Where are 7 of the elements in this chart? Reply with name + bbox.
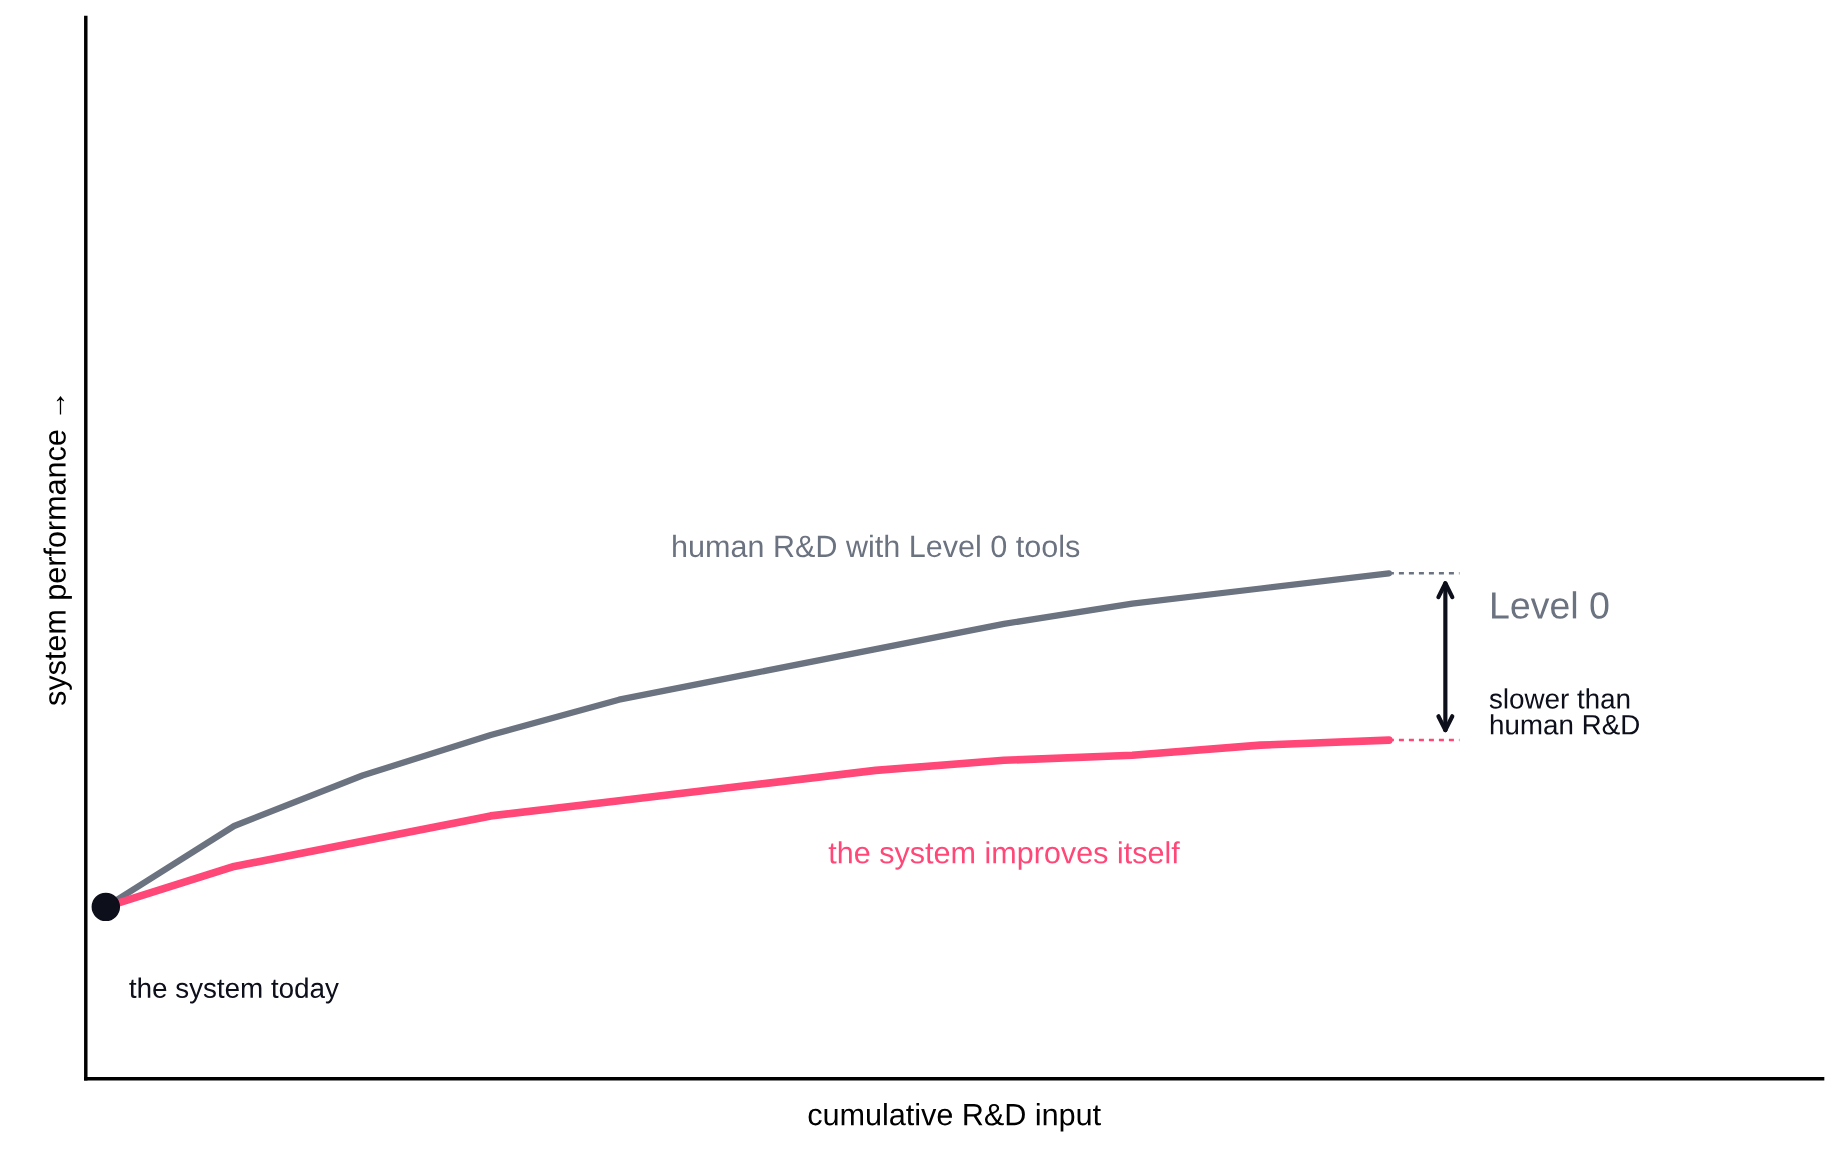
text: Level 0: [1492, 591, 1609, 619]
x-axis-title: cumulative R&D input: [808, 1102, 1101, 1132]
y-axis-title: system performance →: [43, 396, 72, 706]
series-label: human R&D with Level 0 tools: [673, 534, 1080, 558]
text: the system improves itself: [828, 841, 1180, 870]
annotation: the system today: [129, 977, 339, 1004]
text: slower than human R&D: [1489, 688, 1639, 735]
